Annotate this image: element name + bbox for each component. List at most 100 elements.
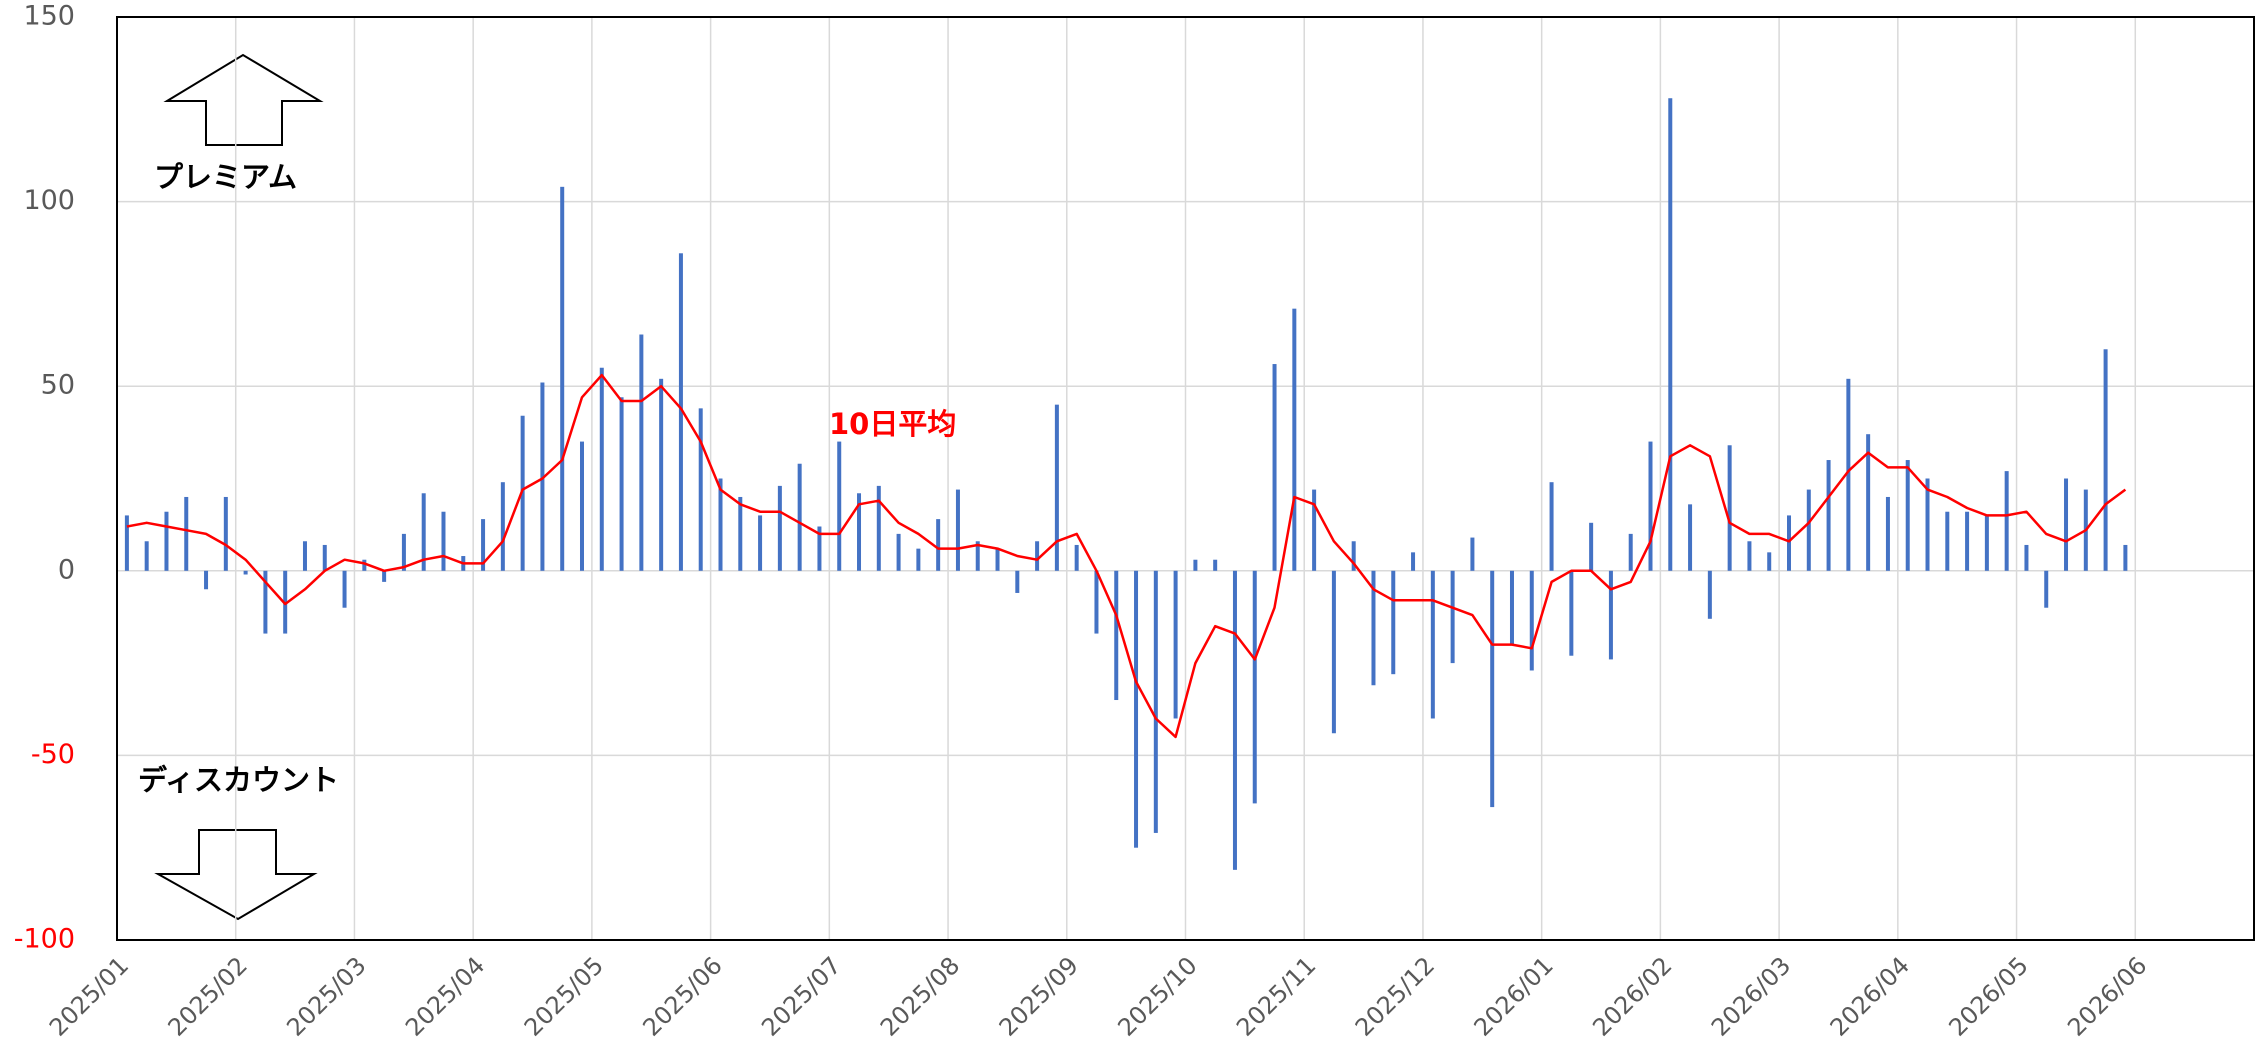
bar <box>1371 570 1376 686</box>
bar <box>1866 434 1871 571</box>
bar <box>1569 570 1574 656</box>
bar <box>1846 378 1851 571</box>
average-line <box>126 373 2127 739</box>
bar <box>1628 533 1633 571</box>
bar <box>579 441 584 571</box>
bar <box>896 533 901 571</box>
bar <box>1945 511 1950 571</box>
bar <box>1114 570 1119 701</box>
bar <box>1826 460 1831 571</box>
bar <box>560 186 565 571</box>
bar <box>659 378 664 571</box>
premium-label: プレミアム <box>154 160 297 194</box>
bar <box>1925 478 1930 571</box>
bar <box>777 485 782 571</box>
bar <box>1965 511 1970 571</box>
bar <box>837 441 842 571</box>
bar <box>1509 570 1514 645</box>
bar <box>1806 489 1811 571</box>
bar <box>342 570 347 608</box>
bar <box>243 570 248 575</box>
bar <box>1490 570 1495 808</box>
bar <box>916 548 921 571</box>
bar <box>758 515 763 571</box>
bar <box>1391 570 1396 675</box>
bar <box>441 511 446 571</box>
bar <box>481 519 486 571</box>
bar <box>678 253 683 571</box>
bar <box>1430 570 1435 719</box>
bar <box>1747 541 1752 571</box>
bar <box>124 515 129 571</box>
bar <box>1351 541 1356 571</box>
premium-arrow <box>163 53 324 146</box>
bar <box>2004 471 2009 571</box>
plot-frame <box>116 16 2255 941</box>
bar <box>1905 460 1910 571</box>
bar <box>1787 515 1792 571</box>
bar <box>1054 404 1059 571</box>
x-tick-label: 2025/12 <box>1350 951 1440 1041</box>
bar <box>876 485 881 571</box>
bar <box>619 397 624 571</box>
bar <box>975 541 980 571</box>
bar <box>1331 570 1336 734</box>
x-tick-label: 2026/02 <box>1587 951 1677 1041</box>
bar <box>362 559 367 571</box>
bar <box>1134 570 1139 848</box>
x-tick-label: 2025/11 <box>1231 951 1321 1041</box>
bar <box>1984 515 1989 571</box>
x-tick-label: 2026/01 <box>1469 951 1559 1041</box>
bar <box>1035 541 1040 571</box>
bar <box>223 496 228 571</box>
bar <box>936 519 941 571</box>
bar <box>2064 478 2069 571</box>
bar <box>322 544 327 571</box>
bar <box>857 493 862 571</box>
bar <box>1450 570 1455 664</box>
y-tick-label: -100 <box>14 924 75 955</box>
bar <box>718 478 723 571</box>
bar <box>144 541 149 571</box>
x-tick-label: 2025/02 <box>163 951 253 1041</box>
bar <box>1015 570 1020 593</box>
bar <box>1232 570 1237 870</box>
bar <box>1608 570 1613 660</box>
bar <box>738 496 743 571</box>
bar <box>1074 544 1079 571</box>
bar <box>204 570 209 590</box>
bar <box>1153 570 1158 833</box>
x-tick-label: 2025/07 <box>756 951 846 1041</box>
x-tick-label: 2025/01 <box>44 951 134 1041</box>
bar <box>2024 544 2029 571</box>
bar <box>1707 570 1712 619</box>
bar <box>599 367 604 571</box>
y-tick-label: 150 <box>23 1 75 32</box>
bar <box>995 548 1000 571</box>
x-tick-label: 2025/10 <box>1112 951 1202 1041</box>
bar <box>817 526 822 571</box>
bar <box>184 496 189 571</box>
y-tick-label: 0 <box>58 554 75 585</box>
x-tick-label: 2025/06 <box>638 951 728 1041</box>
bar <box>1668 98 1673 571</box>
bar <box>164 511 169 571</box>
average-label: 10日平均 <box>829 407 956 441</box>
bar <box>1727 445 1732 571</box>
x-tick-label: 2026/05 <box>1943 951 2033 1041</box>
y-tick-label: 100 <box>23 185 75 216</box>
bar <box>1549 482 1554 571</box>
y-tick-label: 50 <box>41 370 75 401</box>
bar <box>1589 522 1594 571</box>
bar <box>1529 570 1534 671</box>
x-tick-label: 2026/04 <box>1825 951 1915 1041</box>
bar <box>1272 364 1277 571</box>
bar <box>302 541 307 571</box>
bar <box>1470 537 1475 571</box>
bar <box>639 334 644 571</box>
bar <box>2103 349 2108 571</box>
bar <box>382 570 387 582</box>
bar <box>1767 552 1772 571</box>
bar <box>401 533 406 571</box>
